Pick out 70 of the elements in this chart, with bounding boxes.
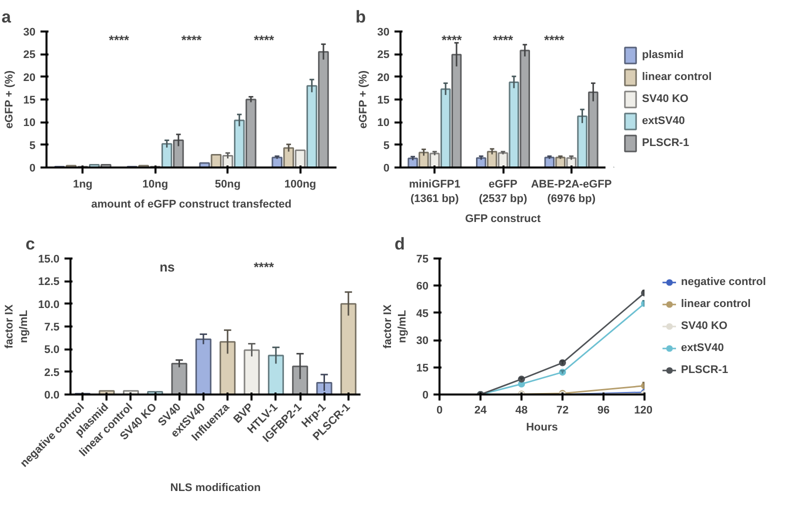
x-tick-label: 0 <box>436 404 443 416</box>
y-tick-label: 0 <box>422 390 429 402</box>
y-axis-title: factor IX ng/mL <box>382 304 408 349</box>
legend-label: plasmid <box>642 49 684 61</box>
y-tick-label: 60 <box>416 280 429 293</box>
x-axis-title: Hours <box>526 422 558 434</box>
y-tick-label: 0.0 <box>44 390 60 402</box>
chart-title: b <box>356 8 366 26</box>
y-tick-label: 2.5 <box>44 366 60 379</box>
x-tick-label: 72 <box>556 404 569 416</box>
y-tick-label: 10.0 <box>38 298 60 311</box>
legend-label: extSV40 <box>642 115 685 127</box>
legend-label: PLSCR-1 <box>642 137 690 149</box>
x-axis-title: amount of eGFP construct transfected <box>91 198 292 210</box>
y-tick-label: 10 <box>23 117 36 130</box>
y-tick-label: 20 <box>377 72 390 84</box>
x-tick-label: 96 <box>597 404 610 416</box>
y-tick-label: 25 <box>23 49 36 62</box>
annotation: **** <box>492 32 514 48</box>
annotation: **** <box>254 260 275 274</box>
y-tick-label: 10 <box>377 117 390 130</box>
x-axis-title: GFP construct <box>465 212 542 225</box>
y-tick-label: 15 <box>377 94 390 106</box>
y-tick-label: 75 <box>416 254 429 266</box>
annotation: **** <box>442 32 463 48</box>
legend-label: extSV40 <box>681 342 724 354</box>
x-tick-label: 100ng <box>284 178 316 190</box>
x-tick-label: 24 <box>474 404 488 416</box>
y-tick-label: 0 <box>29 162 36 174</box>
chart-title: d <box>394 234 405 254</box>
x-tick-label: 1ng <box>72 178 93 190</box>
y-tick-label: 7.5 <box>44 322 60 334</box>
annotation: **** <box>544 32 566 48</box>
annotation: ns <box>160 260 175 274</box>
y-axis-title: factor IX ng/mL <box>4 304 30 349</box>
annotation: **** <box>108 32 130 48</box>
legend-label: linear control <box>642 71 712 83</box>
y-tick-label: 20 <box>23 72 36 84</box>
y-tick-label: 5 <box>29 140 36 152</box>
x-tick-label: miniGFP1 (1361 bp) <box>408 178 460 205</box>
y-tick-label: 15 <box>23 94 36 106</box>
y-axis-title: eGFP + (%) <box>3 70 16 129</box>
x-tick-label: 48 <box>515 404 528 416</box>
legend-label: linear control <box>681 298 751 310</box>
x-axis-title: NLS modification <box>170 482 262 494</box>
x-tick-label: 120 <box>634 404 653 416</box>
legend-label: PLSCR-1 <box>681 364 728 376</box>
y-tick-label: 30 <box>23 26 36 38</box>
x-tick-label: eGFP (2537 bp) <box>478 178 528 205</box>
legend-label: SV40 KO <box>642 93 688 105</box>
x-tick-label: 50ng <box>214 178 241 190</box>
x-tick-label: 10ng <box>142 178 168 190</box>
y-tick-label: 0 <box>383 162 390 174</box>
y-tick-label: 5 <box>383 140 390 152</box>
y-tick-label: 15 <box>416 362 429 374</box>
legend-label: SV40 KO <box>681 320 728 332</box>
y-tick-label: 12.5 <box>38 276 60 288</box>
y-axis-title: eGFP + (%) <box>357 70 370 129</box>
chart-title: c <box>26 234 35 254</box>
y-tick-label: 30 <box>416 335 429 348</box>
y-tick-label: 5.0 <box>44 344 60 356</box>
y-tick-label: 25 <box>377 49 390 62</box>
y-tick-label: 15.0 <box>38 254 60 266</box>
chart-title: a <box>2 8 12 26</box>
annotation: **** <box>181 32 203 48</box>
x-tick-label: ABE-P2A-eGFP (6976 bp) <box>530 178 612 205</box>
legend-label: negative control <box>681 276 766 288</box>
y-tick-label: 30 <box>377 26 390 38</box>
annotation: **** <box>254 32 276 48</box>
y-tick-label: 45 <box>416 308 429 320</box>
